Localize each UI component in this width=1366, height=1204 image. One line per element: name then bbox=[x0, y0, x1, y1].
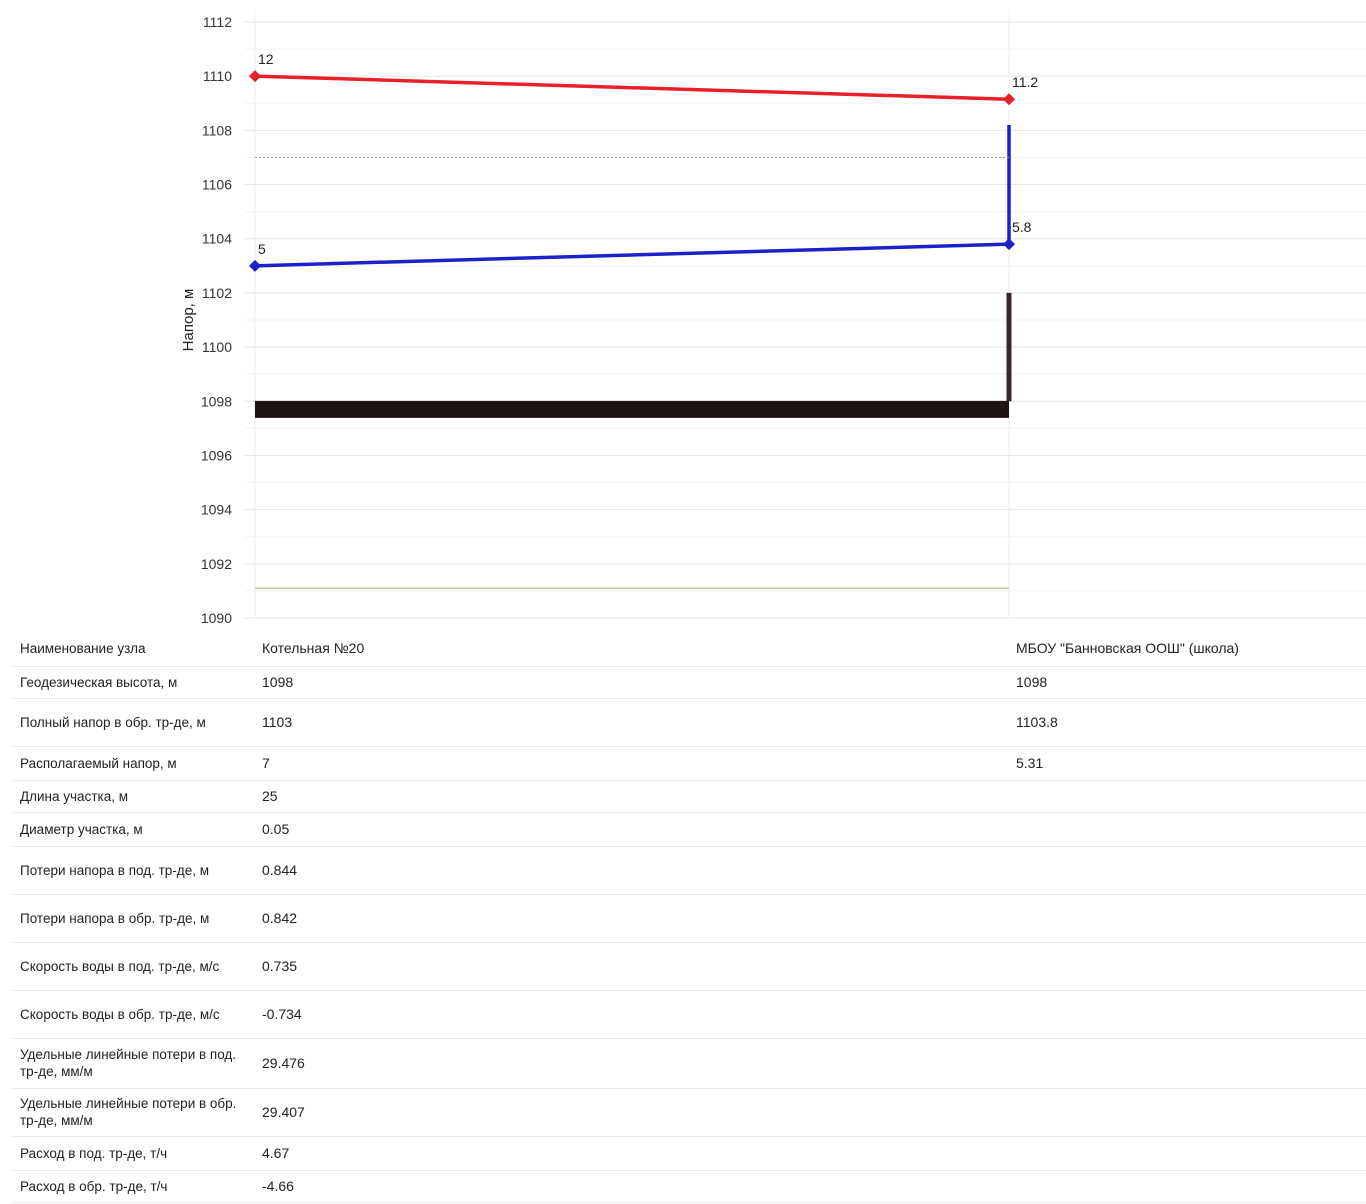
table-row: Расход в обр. тр-де, т/ч -4.66 bbox=[10, 1170, 1366, 1203]
row-label: Расход в обр. тр-де, т/ч bbox=[10, 1170, 252, 1203]
row-label: Удельные линейные потери в обр. тр-де, м… bbox=[10, 1088, 252, 1137]
y-tick-label: 1102 bbox=[202, 285, 232, 301]
table-row: Длина участка, м 25 bbox=[10, 780, 1366, 813]
y-tick-label: 1110 bbox=[203, 68, 232, 84]
table-row: Полный напор в обр. тр-де, м 1103 1103.8 bbox=[10, 698, 1366, 747]
table-row: Расход в под. тр-де, т/ч 4.67 bbox=[10, 1136, 1366, 1171]
y-tick-label: 1106 bbox=[202, 177, 232, 193]
y-tick-label: 1090 bbox=[201, 610, 232, 626]
row-label: Скорость воды в под. тр-де, м/с bbox=[10, 942, 252, 991]
node-2-value bbox=[1006, 894, 1366, 943]
node-1-value: 0.842 bbox=[252, 894, 1006, 943]
node-2-value: 1103.8 bbox=[1006, 698, 1366, 747]
row-label: Потери напора в под. тр-де, м bbox=[10, 846, 252, 895]
node-2-value bbox=[1006, 990, 1366, 1039]
y-tick-label: 1112 bbox=[203, 14, 232, 30]
table-row: Удельные линейные потери в обр. тр-де, м… bbox=[10, 1088, 1366, 1137]
y-tick-label: 1108 bbox=[202, 122, 232, 138]
node-1-value: -4.66 bbox=[252, 1170, 1006, 1203]
node-2-value: МБОУ "Банновская ООШ" (школа) bbox=[1006, 632, 1366, 667]
node-1-value: 29.407 bbox=[252, 1088, 1006, 1137]
y-tick-label: 1096 bbox=[201, 447, 232, 463]
table-row: Диаметр участка, м 0.05 bbox=[10, 812, 1366, 847]
node-2-value bbox=[1006, 780, 1366, 813]
node-1-value: 0.844 bbox=[252, 846, 1006, 895]
series-line-supply bbox=[254, 74, 1010, 101]
data-label: 11.2 bbox=[1012, 74, 1038, 90]
y-tick-label: 1098 bbox=[201, 393, 232, 409]
row-label: Геодезическая высота, м bbox=[10, 666, 252, 699]
row-label: Диаметр участка, м bbox=[10, 812, 252, 847]
node-2-value bbox=[1006, 1170, 1366, 1203]
node-2-value bbox=[1006, 942, 1366, 991]
node-1-value: 7 bbox=[252, 746, 1006, 781]
node-2-value bbox=[1006, 1136, 1366, 1171]
node-1-value: 1098 bbox=[252, 666, 1006, 699]
series-marks: 12 11.2 5 5.8 bbox=[249, 51, 1038, 589]
data-label: 12 bbox=[258, 51, 274, 67]
table-row: Располагаемый напор, м 7 5.31 bbox=[10, 746, 1366, 781]
series-line-return bbox=[254, 242, 1010, 268]
data-point bbox=[1003, 93, 1015, 106]
data-point bbox=[249, 259, 261, 272]
row-label: Удельные линейные потери в под. тр-де, м… bbox=[10, 1038, 252, 1089]
y-axis-label: Напор, м bbox=[180, 289, 197, 352]
row-label: Потери напора в обр. тр-де, м bbox=[10, 894, 252, 943]
data-label: 5 bbox=[258, 241, 266, 257]
row-label: Расход в под. тр-де, т/ч bbox=[10, 1136, 252, 1171]
node-1-value: 29.476 bbox=[252, 1038, 1006, 1089]
table-row: Удельные линейные потери в под. тр-де, м… bbox=[10, 1038, 1366, 1089]
node-1-value: 1103 bbox=[252, 698, 1006, 747]
row-label: Наименование узла bbox=[10, 632, 252, 667]
table-row: Скорость воды в обр. тр-де, м/с -0.734 bbox=[10, 990, 1366, 1039]
table-row: Потери напора в обр. тр-де, м 0.842 bbox=[10, 894, 1366, 943]
table-row: Скорость воды в под. тр-де, м/с 0.735 bbox=[10, 942, 1366, 991]
node-1-value: 0.735 bbox=[252, 942, 1006, 991]
y-tick-label: 1100 bbox=[202, 339, 232, 355]
node-parameters-table: Наименование узла Котельная №20 МБОУ "Банн… bbox=[10, 632, 1366, 1203]
node-1-value: 25 bbox=[252, 780, 1006, 813]
grid bbox=[245, 10, 1366, 619]
row-label: Скорость воды в обр. тр-де, м/с bbox=[10, 990, 252, 1039]
row-label: Располагаемый напор, м bbox=[10, 746, 252, 781]
row-label: Полный напор в обр. тр-де, м bbox=[10, 698, 252, 747]
data-label: 5.8 bbox=[1012, 219, 1032, 235]
node-2-value bbox=[1006, 1038, 1366, 1089]
node-1-value: Котельная №20 bbox=[252, 632, 1006, 667]
node-1-value: 0.05 bbox=[252, 812, 1006, 847]
data-point bbox=[249, 70, 261, 83]
node-2-value: 5.31 bbox=[1006, 746, 1366, 781]
node-2-value: 1098 bbox=[1006, 666, 1366, 699]
node-2-value bbox=[1006, 846, 1366, 895]
y-tick-label: 1092 bbox=[201, 556, 232, 572]
table-row: Наименование узла Котельная №20 МБОУ "Банн… bbox=[10, 632, 1366, 667]
y-tick-label: 1104 bbox=[202, 231, 232, 247]
table-row: Потери напора в под. тр-де, м 0.844 bbox=[10, 846, 1366, 895]
head-profile-chart: 1090 1092 1094 1096 1098 1100 1102 1104 1106 1108… bbox=[180, 10, 1366, 626]
table-row: Геодезическая высота, м 1098 1098 bbox=[10, 666, 1366, 699]
y-axis-ticks: 1090 1092 1094 1096 1098 1100 1102 1104 1106 1108… bbox=[201, 14, 232, 626]
node-1-value: -0.734 bbox=[252, 990, 1006, 1039]
y-tick-label: 1094 bbox=[201, 502, 232, 518]
row-label: Длина участка, м bbox=[10, 780, 252, 813]
node-2-value bbox=[1006, 1088, 1366, 1137]
node-1-value: 4.67 bbox=[252, 1136, 1006, 1171]
node-2-value bbox=[1006, 812, 1366, 847]
